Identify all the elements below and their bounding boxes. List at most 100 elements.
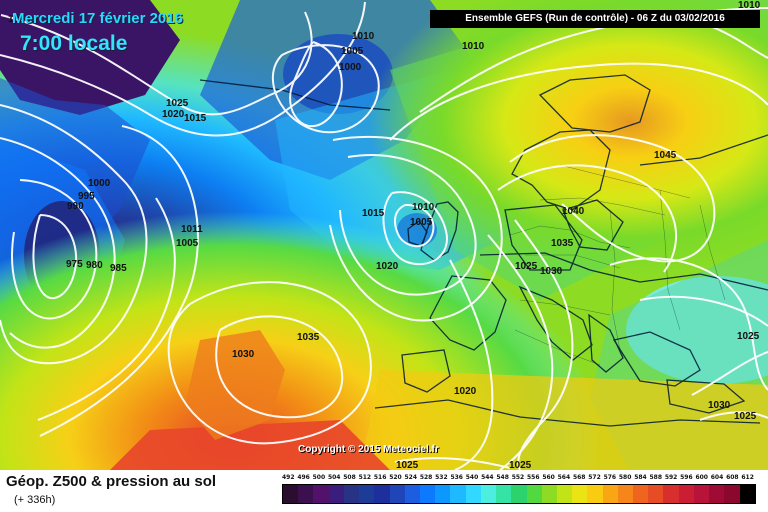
isobar-label: 1005 [176,238,199,249]
legend-value: 600 [695,474,708,481]
legend-value: 572 [588,474,601,481]
legend-value: 532 [435,474,448,481]
isobar-label: 1020 [376,261,399,272]
isobar-label: 1000 [339,62,362,73]
legend-value: 536 [450,474,463,481]
isobar-label: 1030 [232,349,255,360]
legend-value: 524 [404,474,418,481]
isobar-label: 1025 [509,460,532,470]
legend-labels: 492 496 500 504 508 512 516 520 524 528 … [282,474,754,484]
legend-value: 604 [710,474,724,481]
legend-swatch [328,485,344,503]
isobar-label: 1000 [88,178,111,189]
legend-swatch [404,485,420,503]
legend-swatch [678,485,694,503]
legend-swatch [465,485,481,503]
isobar-label: 1010 [352,31,375,42]
legend-value: 528 [419,474,433,481]
legend-value: 492 [282,474,295,481]
legend-value: 584 [634,474,647,481]
isobar-label: 1011 [181,224,203,235]
isobar-label: 1025 [515,261,538,272]
legend-swatch [343,485,360,503]
footer-title: Géop. Z500 & pression au sol [6,473,217,490]
legend-value: 592 [664,474,678,481]
isobar-label: 1030 [540,266,563,277]
legend-swatch [724,485,740,503]
copyright-text: Copyright © 2015 Meteociel.fr [298,444,439,455]
legend-value: 512 [358,474,372,481]
isobar-label: 985 [110,263,127,274]
legend-value: 612 [741,474,754,481]
legend-swatch [450,485,466,503]
isobar-label: 1040 [562,206,585,217]
isobar-label: 1020 [454,386,477,397]
map-footer: Géop. Z500 & pression au sol (+ 336h) 49… [0,470,768,512]
isobar-label: 1035 [551,238,574,249]
legend-swatch [313,485,329,503]
legend-swatch [389,485,405,503]
legend-value: 588 [649,474,663,481]
forecast-offset: (+ 336h) [14,494,56,506]
legend-value: 576 [603,474,617,481]
legend-swatch [419,485,436,503]
legend-swatch [633,485,649,503]
isobar-label: 1030 [708,400,731,411]
legend-value: 520 [389,474,402,481]
forecast-date: Mercredi 17 février 2016 [12,10,183,27]
isobar-label: 1005 [410,217,433,228]
legend-swatch [617,485,634,503]
legend-swatch [359,485,375,503]
isobar-label: 1015 [184,113,207,124]
isobar-label: 1010 [738,0,761,11]
isobar-label: 1025 [166,98,189,109]
isobar-label: 975 [66,259,83,270]
legend-value: 496 [297,474,310,481]
legend-swatch [709,485,725,503]
legend-swatch [374,485,390,503]
legend-value: 552 [511,474,525,481]
isobar-label: 1045 [654,150,677,161]
forecast-time: 7:00 locale [20,32,128,55]
legend-value: 580 [618,474,632,481]
isobar-label: 1025 [737,331,760,342]
isobar-label: 1010 [412,202,435,213]
legend-swatch [556,485,573,503]
legend-swatch [587,485,603,503]
legend-swatch [283,485,299,503]
legend-value: 500 [312,474,326,481]
legend-value: 504 [327,474,341,481]
isobar-label: 1015 [362,208,385,219]
legend-swatch [541,485,557,503]
isobar-label: 990 [67,201,84,212]
isobar-label: 1005 [341,46,364,57]
legend-swatch [648,485,664,503]
legend-value: 508 [343,474,356,481]
legend-value: 560 [542,474,555,481]
legend-value: 548 [496,474,509,481]
legend-value: 516 [373,474,387,481]
isobar-label: 1010 [462,41,485,52]
legend-swatch [511,485,527,503]
isobar-label: 1025 [734,411,757,422]
legend-value: 540 [465,474,479,481]
map-canvas: 1010 1010 1010 1005 1000 1025 1020 1015 … [0,0,768,470]
legend-value: 608 [726,474,739,481]
legend-swatch [693,485,710,503]
model-run-label: Ensemble GEFS (Run de contrôle) - 06 Z d… [430,10,760,28]
isobar-label: 995 [78,191,95,202]
legend-swatch [298,485,314,503]
geopotential-color-legend [282,484,756,504]
legend-swatch [572,485,588,503]
isobar-label: 1020 [162,109,185,120]
isobar-label: 1035 [297,332,320,343]
legend-swatch [602,485,618,503]
legend-value: 556 [527,474,540,481]
legend-swatch [526,485,542,503]
legend-value: 564 [557,474,571,481]
legend-value: 596 [680,474,693,481]
isobar-label: 980 [86,260,103,271]
legend-swatch [496,485,512,503]
weather-map: 1010 1010 1010 1005 1000 1025 1020 1015 … [0,0,768,470]
legend-value: 544 [481,474,494,481]
